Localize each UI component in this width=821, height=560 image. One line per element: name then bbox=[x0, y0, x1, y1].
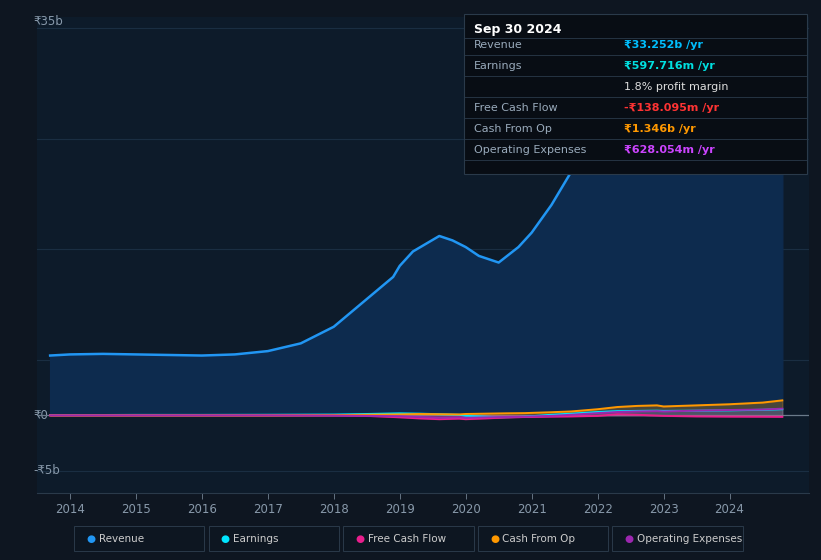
Text: Earnings: Earnings bbox=[233, 534, 278, 544]
Text: Operating Expenses: Operating Expenses bbox=[474, 145, 586, 155]
Text: ●: ● bbox=[625, 534, 634, 544]
Text: Sep 30 2024: Sep 30 2024 bbox=[474, 23, 562, 36]
Text: Operating Expenses: Operating Expenses bbox=[637, 534, 742, 544]
Text: Earnings: Earnings bbox=[474, 61, 522, 71]
Text: ₹35b: ₹35b bbox=[33, 15, 63, 28]
Text: Revenue: Revenue bbox=[99, 534, 144, 544]
Text: Cash From Op: Cash From Op bbox=[502, 534, 576, 544]
Text: ●: ● bbox=[221, 534, 230, 544]
Text: Free Cash Flow: Free Cash Flow bbox=[368, 534, 446, 544]
Text: Free Cash Flow: Free Cash Flow bbox=[474, 103, 557, 113]
Text: ₹1.346b /yr: ₹1.346b /yr bbox=[624, 124, 695, 134]
Text: ●: ● bbox=[86, 534, 95, 544]
Text: ●: ● bbox=[355, 534, 365, 544]
Text: 1.8% profit margin: 1.8% profit margin bbox=[624, 82, 728, 92]
Text: ₹0: ₹0 bbox=[33, 409, 48, 422]
Text: Revenue: Revenue bbox=[474, 40, 522, 50]
Text: Cash From Op: Cash From Op bbox=[474, 124, 552, 134]
Text: ₹33.252b /yr: ₹33.252b /yr bbox=[624, 40, 703, 50]
Text: -₹138.095m /yr: -₹138.095m /yr bbox=[624, 103, 719, 113]
Text: -₹5b: -₹5b bbox=[33, 464, 60, 477]
Text: ●: ● bbox=[490, 534, 499, 544]
Text: ₹597.716m /yr: ₹597.716m /yr bbox=[624, 61, 715, 71]
Text: ₹628.054m /yr: ₹628.054m /yr bbox=[624, 145, 715, 155]
